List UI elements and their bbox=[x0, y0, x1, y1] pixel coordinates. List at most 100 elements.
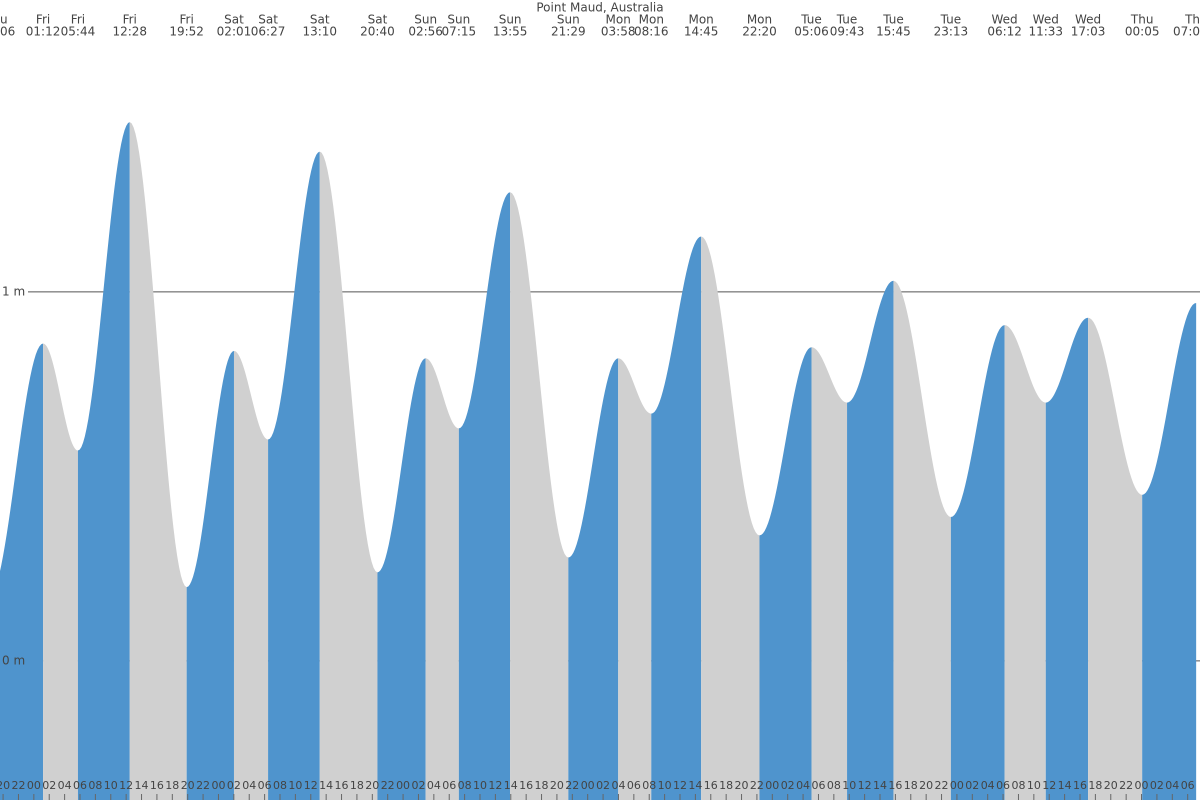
extreme-time: 02:56 bbox=[408, 25, 443, 39]
falling-tide bbox=[425, 358, 459, 800]
extreme-time: 13:55 bbox=[493, 25, 528, 39]
extreme-time: 03:58 bbox=[601, 25, 636, 39]
x-tick-label: 08 bbox=[642, 779, 656, 792]
x-tick-label: 06 bbox=[627, 779, 641, 792]
extreme-day: Wed bbox=[1075, 13, 1101, 27]
x-tick-label: 06 bbox=[811, 779, 825, 792]
x-tick-label: 08 bbox=[1011, 779, 1025, 792]
x-tick-label: 04 bbox=[242, 779, 256, 792]
y-tick-label: 0 m bbox=[2, 653, 25, 667]
extreme-day: Wed bbox=[992, 13, 1018, 27]
extreme-time: 13:10 bbox=[302, 25, 337, 39]
extreme-time: 01:12 bbox=[26, 25, 61, 39]
extreme-day: Sun bbox=[447, 13, 470, 27]
x-tick-label: 00 bbox=[396, 779, 410, 792]
extreme-time: 12:28 bbox=[112, 25, 147, 39]
x-tick-label: 16 bbox=[519, 779, 533, 792]
x-tick-label: 00 bbox=[1135, 779, 1149, 792]
x-tick-label: 16 bbox=[1073, 779, 1087, 792]
extreme-day: u bbox=[0, 13, 8, 27]
extreme-day: Sat bbox=[368, 13, 388, 27]
extreme-time: 08:16 bbox=[634, 25, 669, 39]
extreme-day: Th bbox=[1184, 13, 1200, 27]
tide-areas bbox=[0, 122, 1197, 800]
x-tick-label: 04 bbox=[58, 779, 72, 792]
rising-tide bbox=[377, 358, 426, 800]
x-tick-label: 00 bbox=[581, 779, 595, 792]
x-tick-label: 04 bbox=[427, 779, 441, 792]
x-tick-label: 22 bbox=[196, 779, 210, 792]
x-tick-label: 14 bbox=[135, 779, 149, 792]
x-tick-label: 04 bbox=[981, 779, 995, 792]
x-tick-label: 10 bbox=[658, 779, 672, 792]
x-tick-label: 18 bbox=[904, 779, 918, 792]
extreme-time: 02:01 bbox=[217, 25, 252, 39]
extreme-day: Tue bbox=[940, 13, 962, 27]
x-tick-label: 10 bbox=[842, 779, 856, 792]
extreme-day: Thu bbox=[1130, 13, 1154, 27]
x-tick-label: 20 bbox=[181, 779, 195, 792]
labels: 0 m1 mu06Fri01:12Fri05:44Fri12:28Fri19:5… bbox=[0, 13, 1200, 800]
falling-tide bbox=[43, 343, 78, 800]
x-tick-label: 00 bbox=[211, 779, 225, 792]
rising-tide bbox=[186, 350, 234, 800]
x-tick-label: 04 bbox=[796, 779, 810, 792]
chart-title: Point Maud, Australia bbox=[536, 1, 663, 15]
rising-tide bbox=[950, 325, 1005, 800]
x-tick-label: 08 bbox=[827, 779, 841, 792]
x-tick-label: 12 bbox=[119, 779, 133, 792]
extreme-time: 14:45 bbox=[684, 25, 719, 39]
y-tick-label: 1 m bbox=[2, 284, 25, 298]
extreme-time: 22:20 bbox=[742, 25, 777, 39]
x-tick-label: 16 bbox=[888, 779, 902, 792]
x-tick-label: 20 bbox=[919, 779, 933, 792]
falling-tide bbox=[1004, 325, 1046, 800]
extreme-day: Tue bbox=[836, 13, 858, 27]
x-tick-label: 10 bbox=[1027, 779, 1041, 792]
extreme-day: Fri bbox=[123, 13, 137, 27]
x-tick-label: 02 bbox=[411, 779, 425, 792]
extreme-time: 19:52 bbox=[169, 25, 204, 39]
x-tick-label: 02 bbox=[1150, 779, 1164, 792]
x-tick-label: 18 bbox=[535, 779, 549, 792]
x-tick-label: 06 bbox=[258, 779, 272, 792]
x-tick-label: 22 bbox=[381, 779, 395, 792]
extreme-time: 20:40 bbox=[360, 25, 395, 39]
rising-tide bbox=[847, 280, 894, 800]
extreme-time: 05:44 bbox=[61, 25, 96, 39]
extreme-day: Wed bbox=[1033, 13, 1059, 27]
x-tick-label: 12 bbox=[304, 779, 318, 792]
x-tick-label: 00 bbox=[950, 779, 964, 792]
x-tick-label: 10 bbox=[473, 779, 487, 792]
extreme-day: Mon bbox=[747, 13, 772, 27]
x-tick-label: 12 bbox=[858, 779, 872, 792]
x-tick-label: 10 bbox=[104, 779, 118, 792]
falling-tide bbox=[233, 350, 269, 800]
rising-tide bbox=[1142, 302, 1197, 800]
x-tick-label: 18 bbox=[165, 779, 179, 792]
falling-tide bbox=[701, 236, 760, 800]
x-tick-label: 20 bbox=[0, 779, 10, 792]
x-tick-label: 22 bbox=[935, 779, 949, 792]
x-tick-label: 16 bbox=[335, 779, 349, 792]
rising-tide bbox=[77, 122, 130, 800]
extreme-time: 15:45 bbox=[876, 25, 911, 39]
falling-tide bbox=[618, 358, 652, 800]
extreme-day: Mon bbox=[688, 13, 713, 27]
rising-tide bbox=[568, 358, 619, 800]
x-tick-label: 20 bbox=[1104, 779, 1118, 792]
x-tick-label: 06 bbox=[996, 779, 1010, 792]
rising-tide bbox=[759, 347, 812, 800]
extreme-day: Fri bbox=[36, 13, 50, 27]
x-tick-label: 22 bbox=[1119, 779, 1133, 792]
extreme-time: 05:06 bbox=[794, 25, 829, 39]
extreme-day: Sat bbox=[224, 13, 244, 27]
x-tick-label: 06 bbox=[1181, 779, 1195, 792]
x-tick-label: 18 bbox=[719, 779, 733, 792]
rising-tide bbox=[1045, 317, 1089, 800]
extreme-day: Fri bbox=[71, 13, 85, 27]
x-tick-label: 14 bbox=[1058, 779, 1072, 792]
extreme-day: Sat bbox=[310, 13, 330, 27]
x-tick-label: 14 bbox=[688, 779, 702, 792]
